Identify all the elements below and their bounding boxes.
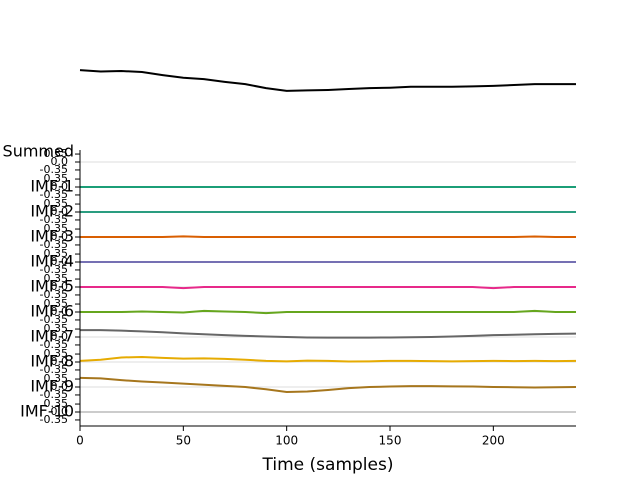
y-tick-label: -0.35 (40, 388, 68, 401)
x-tick-label: 100 (275, 434, 298, 448)
y-tick-label: 0.35 (44, 297, 69, 310)
y-tick-label: 0.35 (44, 197, 69, 210)
row-label: IMF-1 (30, 177, 74, 196)
row-label: IMF-3 (30, 227, 74, 246)
y-tick-label: 0.35 (44, 347, 69, 360)
x-axis-label: Time (samples) (262, 455, 394, 475)
imf-line (80, 286, 576, 290)
imf-line (80, 235, 576, 238)
y-tick-label: 0.0 (51, 230, 69, 243)
row-label: IMF-4 (30, 252, 74, 271)
y-tick-label: 0.35 (44, 147, 69, 160)
y-tick-label: 0.0 (51, 405, 69, 418)
row-label: IMF-2 (30, 202, 74, 221)
x-tick-label: 50 (176, 434, 191, 448)
y-tick-label: -0.35 (40, 188, 68, 201)
row-label: IMF-10 (20, 402, 74, 421)
signal-line (79, 69, 576, 92)
y-tick-label: -0.35 (40, 363, 68, 376)
y-tick-label: 0.0 (51, 305, 69, 318)
x-tick-label: 200 (482, 434, 505, 448)
x-tick-label: 0 (76, 434, 84, 448)
row-label: Summed (3, 142, 74, 161)
y-tick-label: 0.35 (44, 172, 69, 185)
y-tick-label: -0.35 (40, 238, 68, 251)
y-tick-label: -0.35 (40, 163, 68, 176)
y-tick-label: 0.0 (51, 255, 69, 268)
imf-line (79, 376, 577, 394)
y-tick-label: 0.0 (51, 355, 69, 368)
y-tick-label: -0.35 (40, 413, 68, 426)
y-tick-label: 0.35 (44, 222, 69, 235)
imf-line (80, 329, 577, 339)
x-tick-label: 150 (379, 434, 402, 448)
y-tick-label: 0.35 (44, 397, 69, 410)
y-tick-label: -0.35 (40, 263, 68, 276)
y-tick-label: -0.35 (40, 313, 68, 326)
y-tick-label: 0.0 (51, 330, 69, 343)
row-label: IMF-5 (30, 277, 74, 296)
y-tick-label: 0.0 (51, 280, 69, 293)
y-tick-label: 0.0 (51, 180, 69, 193)
y-tick-label: -0.35 (40, 213, 68, 226)
y-tick-label: 0.35 (44, 372, 69, 385)
row-label: IMF-7 (30, 327, 74, 346)
y-tick-label: 0.35 (44, 322, 69, 335)
y-tick-label: 0.0 (51, 380, 69, 393)
y-tick-label: -0.35 (40, 338, 68, 351)
imf-line (79, 355, 577, 363)
imf-line (80, 309, 576, 315)
row-label: IMF-9 (30, 377, 74, 396)
row-label: IMF-8 (30, 352, 74, 371)
row-label: IMF-6 (30, 302, 74, 321)
y-tick-label: 0.0 (51, 205, 69, 218)
y-tick-label: 0.0 (51, 155, 69, 168)
y-tick-label: 0.35 (44, 247, 69, 260)
y-tick-label: 0.35 (44, 272, 69, 285)
y-tick-label: -0.35 (40, 288, 68, 301)
